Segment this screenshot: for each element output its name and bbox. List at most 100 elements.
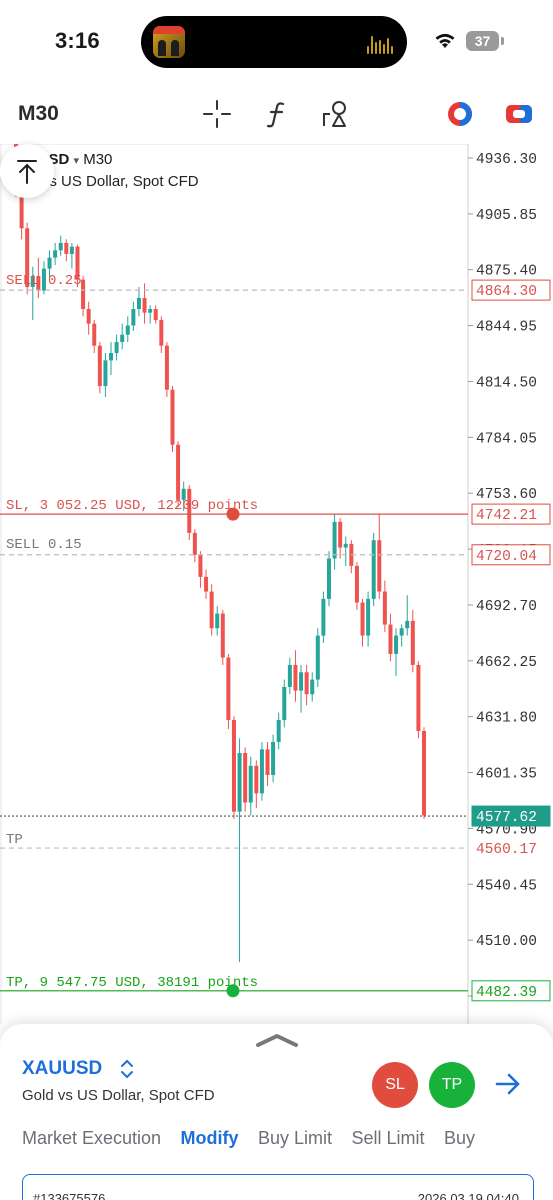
sheet-symbol-description: Gold vs US Dollar, Spot CFD [22,1087,215,1104]
sheet-symbol[interactable]: XAUUSD [22,1058,103,1079]
stop-loss-price: 4742.21 [476,508,537,524]
arrow-right-icon[interactable] [492,1068,524,1100]
function-icon[interactable] [261,98,293,130]
candle-body [30,275,35,287]
candle-body [36,275,41,291]
tp-short-price: 4560.17 [476,842,537,858]
scroll-to-latest-button[interactable] [0,144,54,198]
sell-0-15-label: SELL 0.15 [6,537,82,553]
take-profit-button[interactable]: TP [429,1062,475,1108]
candle-body [360,602,365,636]
candle-body [265,749,270,776]
price-chart[interactable]: 4936.30 4905.85 4875.40 4844.95 4814.50 4784.… [0,144,553,1024]
tab-sell-limit[interactable]: Sell Limit [351,1128,425,1148]
sell-0-25-label: SELL 0.25 [6,273,82,289]
candle-body [377,540,382,592]
crosshair-icon[interactable] [201,98,233,130]
candle-body [271,741,276,776]
take-profit-tag [471,980,551,1002]
tab-buy[interactable]: Buy [443,1128,475,1148]
candle-body [187,488,192,533]
candle-body [226,657,231,720]
battery-level: 37 [466,31,499,51]
price-axis-label: 4662.25 [476,655,537,671]
candle-body [53,250,58,258]
candle-body [405,620,410,629]
candle-body [287,664,292,687]
take-profit-price: 4482.39 [476,985,537,1001]
candle-body [410,620,415,665]
candle-body [109,353,114,361]
candle-body [326,558,331,599]
candle-body [215,613,220,629]
status-bar: 3:16 37 [0,0,553,84]
expand-handle-icon[interactable] [254,1032,300,1048]
chart-timeframe: M30 [83,151,113,168]
chart-toolbar: M30 [0,88,553,140]
status-time: 3:16 [55,28,100,53]
candle-body [148,308,153,313]
candle-body [58,242,63,251]
now-playing-artwork [153,26,185,58]
ticket-number: #133675576 [33,1191,106,1200]
candle-body [343,543,348,548]
take-profit-drag-handle[interactable] [226,984,240,998]
battery-tip [501,37,504,45]
candle-body [170,389,175,445]
candle-body [366,598,371,636]
arrow-up-icon [17,160,37,184]
candle-body [282,686,287,720]
candle-body [136,297,141,309]
stop-loss-drag-handle[interactable] [226,507,240,521]
wifi-icon [435,33,455,48]
candle-body [293,664,298,691]
candle-body [176,444,181,500]
price-axis-label: 4814.50 [476,375,537,391]
candle-body [422,730,426,816]
candle-body [164,345,169,390]
chart-symbol-description: Gold vs US Dollar, Spot CFD [6,173,199,190]
tab-market-execution[interactable]: Market Execution [22,1128,162,1148]
sell-0-25-price: 4864.30 [476,284,537,300]
tp-short-label: TP [6,832,23,848]
candle-body [69,246,74,254]
candle-body [209,591,214,629]
candle-body [254,765,259,794]
stop-loss-button[interactable]: SL [372,1062,418,1108]
trading-app-icon[interactable] [444,98,476,130]
price-axis-label: 4601.35 [476,767,537,783]
candle-body [354,565,359,603]
candle-body [394,635,399,654]
ticket-open-time: 2026.03.19 04:40 [417,1191,519,1200]
dropdown-triangle-icon: ▾ [73,155,80,167]
candle-body [114,342,119,354]
candle-body [276,719,281,742]
candle-body [371,540,376,599]
candle-body [416,664,421,731]
dynamic-island[interactable] [141,16,407,68]
price-axis-label: 4753.60 [476,487,537,503]
price-axis-label: 4692.70 [476,599,537,615]
symbol-switch-icon[interactable] [118,1057,136,1081]
candle-body [259,749,264,794]
timeframe-selector[interactable]: M30 [18,102,59,125]
candle-body [299,672,304,691]
current-tag [471,805,551,827]
tab-buy-limit[interactable]: Buy Limit [257,1128,332,1148]
candle-body [153,308,158,321]
candle-body [181,488,186,500]
candle-body [399,628,404,636]
price-axis-label: 4936.30 [476,152,537,168]
candle-body [131,308,136,326]
candle-body [382,591,387,625]
candle-body [332,521,337,559]
trade-toggle-icon[interactable] [503,98,535,130]
objects-icon[interactable] [320,98,352,130]
position-ticket-select[interactable]: #133675576 2026.03.19 04:40 [22,1174,534,1200]
candle-body [192,532,197,555]
price-axis-label: 4631.80 [476,711,537,727]
candlestick-chart[interactable]: 4936.30 4905.85 4875.40 4844.95 4814.50 4784.… [0,144,553,1024]
tab-modify[interactable]: Modify [180,1128,239,1148]
take-profit-label: TP, 9 547.75 USD, 38191 points [6,975,258,991]
candle-body [243,752,248,803]
